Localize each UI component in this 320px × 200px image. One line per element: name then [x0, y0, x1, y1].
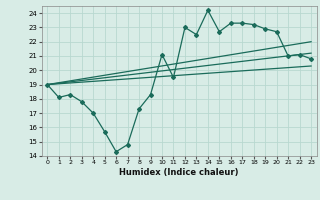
- X-axis label: Humidex (Indice chaleur): Humidex (Indice chaleur): [119, 168, 239, 177]
